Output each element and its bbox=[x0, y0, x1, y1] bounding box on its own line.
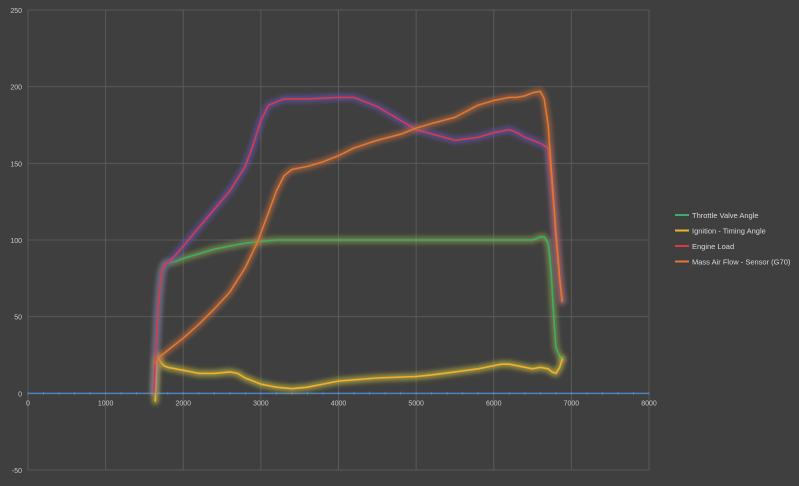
series-engine-load bbox=[150, 93, 566, 396]
x-tick-label: 0 bbox=[26, 400, 30, 407]
legend: Throttle Valve Angle Ignition - Timing An… bbox=[675, 211, 791, 267]
series-line bbox=[155, 90, 563, 364]
series-mass-air-flow-sensor-g70 bbox=[152, 87, 566, 367]
axes: 0 1000 2000 3000 4000 5000 6000 7000 8000 -50 0 50 1… bbox=[10, 8, 657, 475]
y-tick-label: 0 bbox=[18, 391, 22, 398]
y-tick-label: 200 bbox=[10, 85, 22, 92]
x-tick-label: 1000 bbox=[98, 400, 114, 407]
x-tick-label: 3000 bbox=[253, 400, 269, 407]
x-tick-label: 5000 bbox=[408, 400, 424, 407]
series-line bbox=[153, 96, 563, 393]
x-tick-label: 8000 bbox=[641, 400, 657, 407]
series-lines bbox=[150, 87, 566, 405]
y-tick-label: 150 bbox=[10, 161, 22, 168]
y-tick-label: 100 bbox=[10, 238, 22, 245]
y-tick-label: 250 bbox=[10, 8, 22, 15]
series-glow bbox=[150, 93, 566, 396]
x-tick-label: 2000 bbox=[175, 400, 191, 407]
x-tick-label: 6000 bbox=[486, 400, 502, 407]
legend-label: Mass Air Flow - Sensor (G70) bbox=[692, 258, 791, 267]
series-line bbox=[154, 355, 563, 402]
legend-label: Ignition - Timing Angle bbox=[692, 227, 766, 236]
legend-label: Throttle Valve Angle bbox=[692, 211, 759, 220]
series-glow bbox=[150, 233, 566, 396]
x-tick-label: 7000 bbox=[564, 400, 580, 407]
series-throttle-valve-angle bbox=[150, 233, 566, 396]
y-tick-label: 50 bbox=[14, 315, 22, 322]
legend-label: Engine Load bbox=[692, 242, 734, 251]
x-tick-label: 4000 bbox=[331, 400, 347, 407]
series-ignition-timing-angle bbox=[151, 353, 566, 405]
y-tick-label: -50 bbox=[12, 468, 22, 475]
series-line bbox=[153, 236, 563, 393]
